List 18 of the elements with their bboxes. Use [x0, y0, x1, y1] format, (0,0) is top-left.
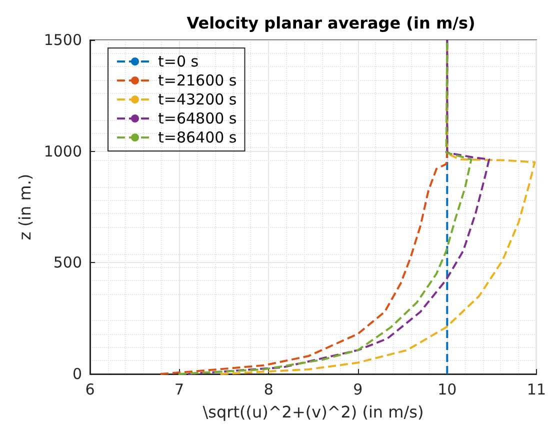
- legend-label: t=21600 s: [158, 72, 237, 90]
- legend-label: t=43200 s: [158, 90, 237, 108]
- x-tick-label: 8: [264, 380, 274, 398]
- y-tick-label: 1500: [44, 31, 82, 49]
- x-tick-label: 11: [526, 380, 546, 398]
- x-tick-label: 7: [174, 380, 184, 398]
- chart-title: Velocity planar average (in m/s): [186, 14, 476, 32]
- y-axis-title: z (in m.): [15, 174, 34, 240]
- x-tick-label: 6: [85, 380, 95, 398]
- y-tick-label: 500: [53, 254, 82, 272]
- legend-label: t=86400 s: [158, 128, 237, 146]
- y-tick-label: 0: [72, 365, 82, 383]
- legend-label: t=0 s: [158, 52, 199, 70]
- x-axis-title: \sqrt((u)^2+(v)^2) (in m/s): [202, 402, 424, 422]
- y-tick-label: 1000: [44, 142, 82, 160]
- x-tick-label: 9: [353, 380, 363, 398]
- x-tick-label: 10: [438, 380, 457, 398]
- legend-label: t=64800 s: [158, 110, 237, 128]
